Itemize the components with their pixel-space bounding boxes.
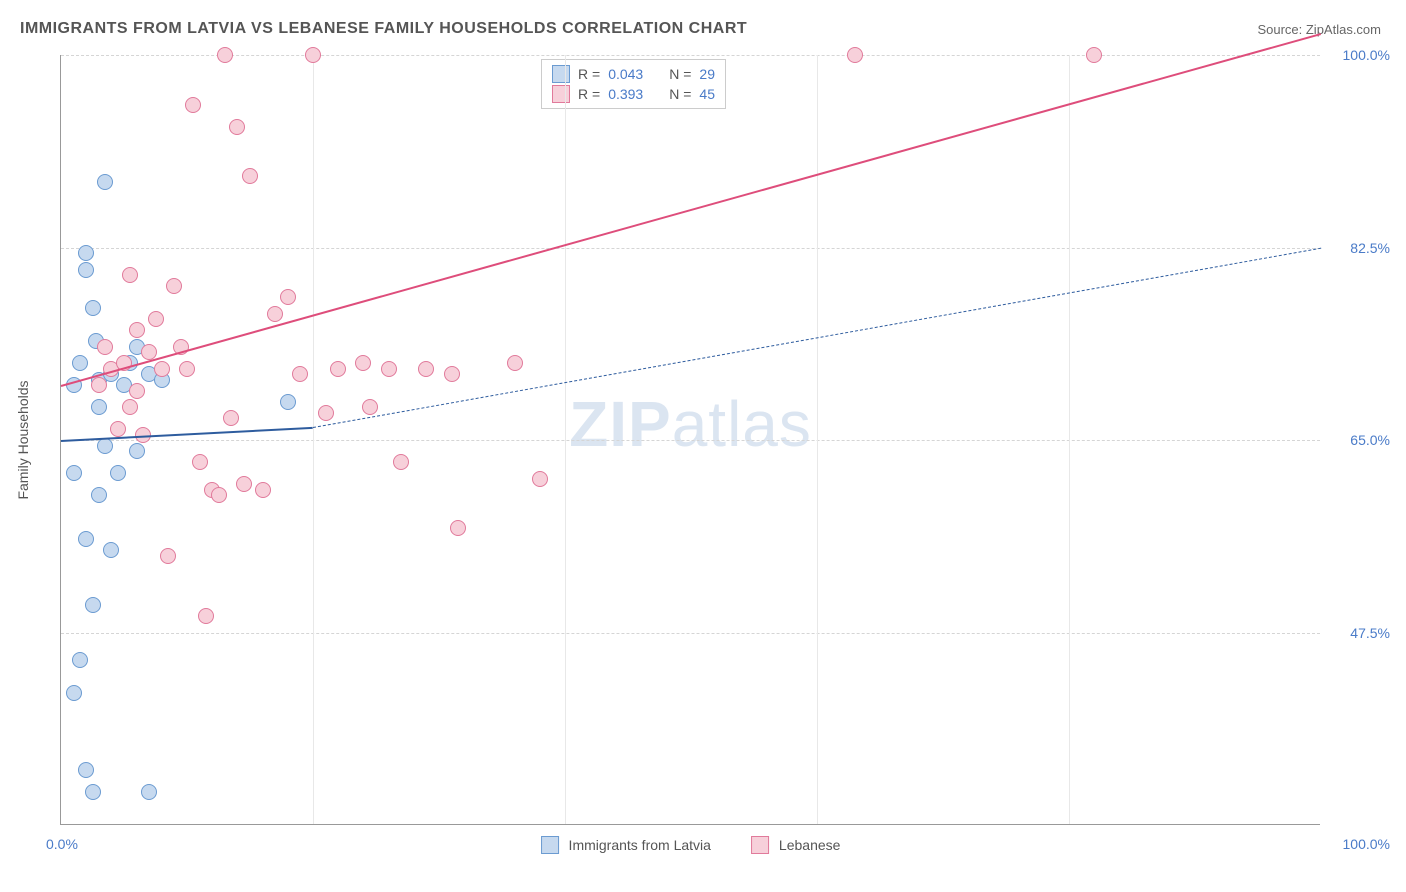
gridline-horizontal [61, 248, 1320, 249]
series-name-2: Lebanese [779, 837, 841, 853]
series-legend: Immigrants from Latvia Lebanese [541, 836, 841, 854]
watermark-light: atlas [672, 388, 812, 460]
scatter-point [141, 784, 157, 800]
y-tick-label: 47.5% [1330, 625, 1390, 641]
scatter-point [305, 47, 321, 63]
plot-area: Family Households ZIPatlas R = 0.043 N =… [60, 55, 1320, 825]
scatter-point [97, 339, 113, 355]
scatter-point [160, 548, 176, 564]
scatter-point [97, 174, 113, 190]
scatter-point [91, 399, 107, 415]
scatter-point [66, 685, 82, 701]
scatter-point [129, 443, 145, 459]
legend-swatch-series-2 [751, 836, 769, 854]
scatter-point [362, 399, 378, 415]
scatter-point [280, 394, 296, 410]
scatter-point [418, 361, 434, 377]
scatter-point [229, 119, 245, 135]
scatter-point [110, 421, 126, 437]
scatter-point [129, 383, 145, 399]
scatter-point [110, 465, 126, 481]
scatter-point [85, 597, 101, 613]
scatter-point [318, 405, 334, 421]
r-label: R = [578, 66, 600, 82]
legend-swatch-series-1 [541, 836, 559, 854]
scatter-point [236, 476, 252, 492]
scatter-point [72, 652, 88, 668]
scatter-point [129, 322, 145, 338]
gridline-vertical [565, 55, 566, 824]
y-tick-label: 82.5% [1330, 240, 1390, 256]
scatter-point [211, 487, 227, 503]
r-value-2: 0.393 [608, 86, 643, 102]
n-value-1: 29 [699, 66, 715, 82]
legend-swatch-1 [552, 65, 570, 83]
scatter-point [223, 410, 239, 426]
scatter-point [78, 262, 94, 278]
gridline-vertical [313, 55, 314, 824]
r-label: R = [578, 86, 600, 102]
scatter-point [1086, 47, 1102, 63]
scatter-point [444, 366, 460, 382]
scatter-point [217, 47, 233, 63]
scatter-point [847, 47, 863, 63]
y-axis-label: Family Households [15, 380, 31, 499]
scatter-point [85, 784, 101, 800]
legend-row-2: R = 0.393 N = 45 [552, 84, 715, 104]
scatter-point [198, 608, 214, 624]
scatter-point [532, 471, 548, 487]
x-tick-max: 100.0% [1343, 836, 1390, 852]
correlation-legend: R = 0.043 N = 29 R = 0.393 N = 45 [541, 59, 726, 109]
watermark: ZIPatlas [569, 387, 812, 461]
scatter-point [122, 399, 138, 415]
n-value-2: 45 [699, 86, 715, 102]
scatter-point [255, 482, 271, 498]
scatter-point [91, 377, 107, 393]
scatter-point [78, 245, 94, 261]
scatter-point [292, 366, 308, 382]
scatter-point [393, 454, 409, 470]
scatter-point [330, 361, 346, 377]
scatter-point [507, 355, 523, 371]
scatter-point [78, 762, 94, 778]
scatter-point [450, 520, 466, 536]
scatter-point [185, 97, 201, 113]
scatter-point [381, 361, 397, 377]
scatter-point [148, 311, 164, 327]
scatter-point [242, 168, 258, 184]
scatter-point [355, 355, 371, 371]
scatter-point [122, 267, 138, 283]
gridline-horizontal [61, 55, 1320, 56]
source-label: Source: [1257, 22, 1305, 37]
r-value-1: 0.043 [608, 66, 643, 82]
scatter-point [78, 531, 94, 547]
n-label: N = [669, 86, 691, 102]
legend-swatch-2 [552, 85, 570, 103]
scatter-point [154, 361, 170, 377]
scatter-point [85, 300, 101, 316]
gridline-horizontal [61, 633, 1320, 634]
legend-row-1: R = 0.043 N = 29 [552, 64, 715, 84]
scatter-point [179, 361, 195, 377]
gridline-vertical [1069, 55, 1070, 824]
gridline-horizontal [61, 440, 1320, 441]
series-name-1: Immigrants from Latvia [569, 837, 711, 853]
n-label: N = [669, 66, 691, 82]
scatter-point [166, 278, 182, 294]
scatter-point [72, 355, 88, 371]
scatter-point [66, 465, 82, 481]
gridline-vertical [817, 55, 818, 824]
x-tick-min: 0.0% [46, 836, 78, 852]
scatter-point [103, 542, 119, 558]
scatter-point [91, 487, 107, 503]
watermark-bold: ZIP [569, 388, 672, 460]
chart-title: IMMIGRANTS FROM LATVIA VS LEBANESE FAMIL… [20, 20, 747, 38]
scatter-point [267, 306, 283, 322]
y-tick-label: 100.0% [1330, 47, 1390, 63]
scatter-point [280, 289, 296, 305]
scatter-point [192, 454, 208, 470]
y-tick-label: 65.0% [1330, 432, 1390, 448]
